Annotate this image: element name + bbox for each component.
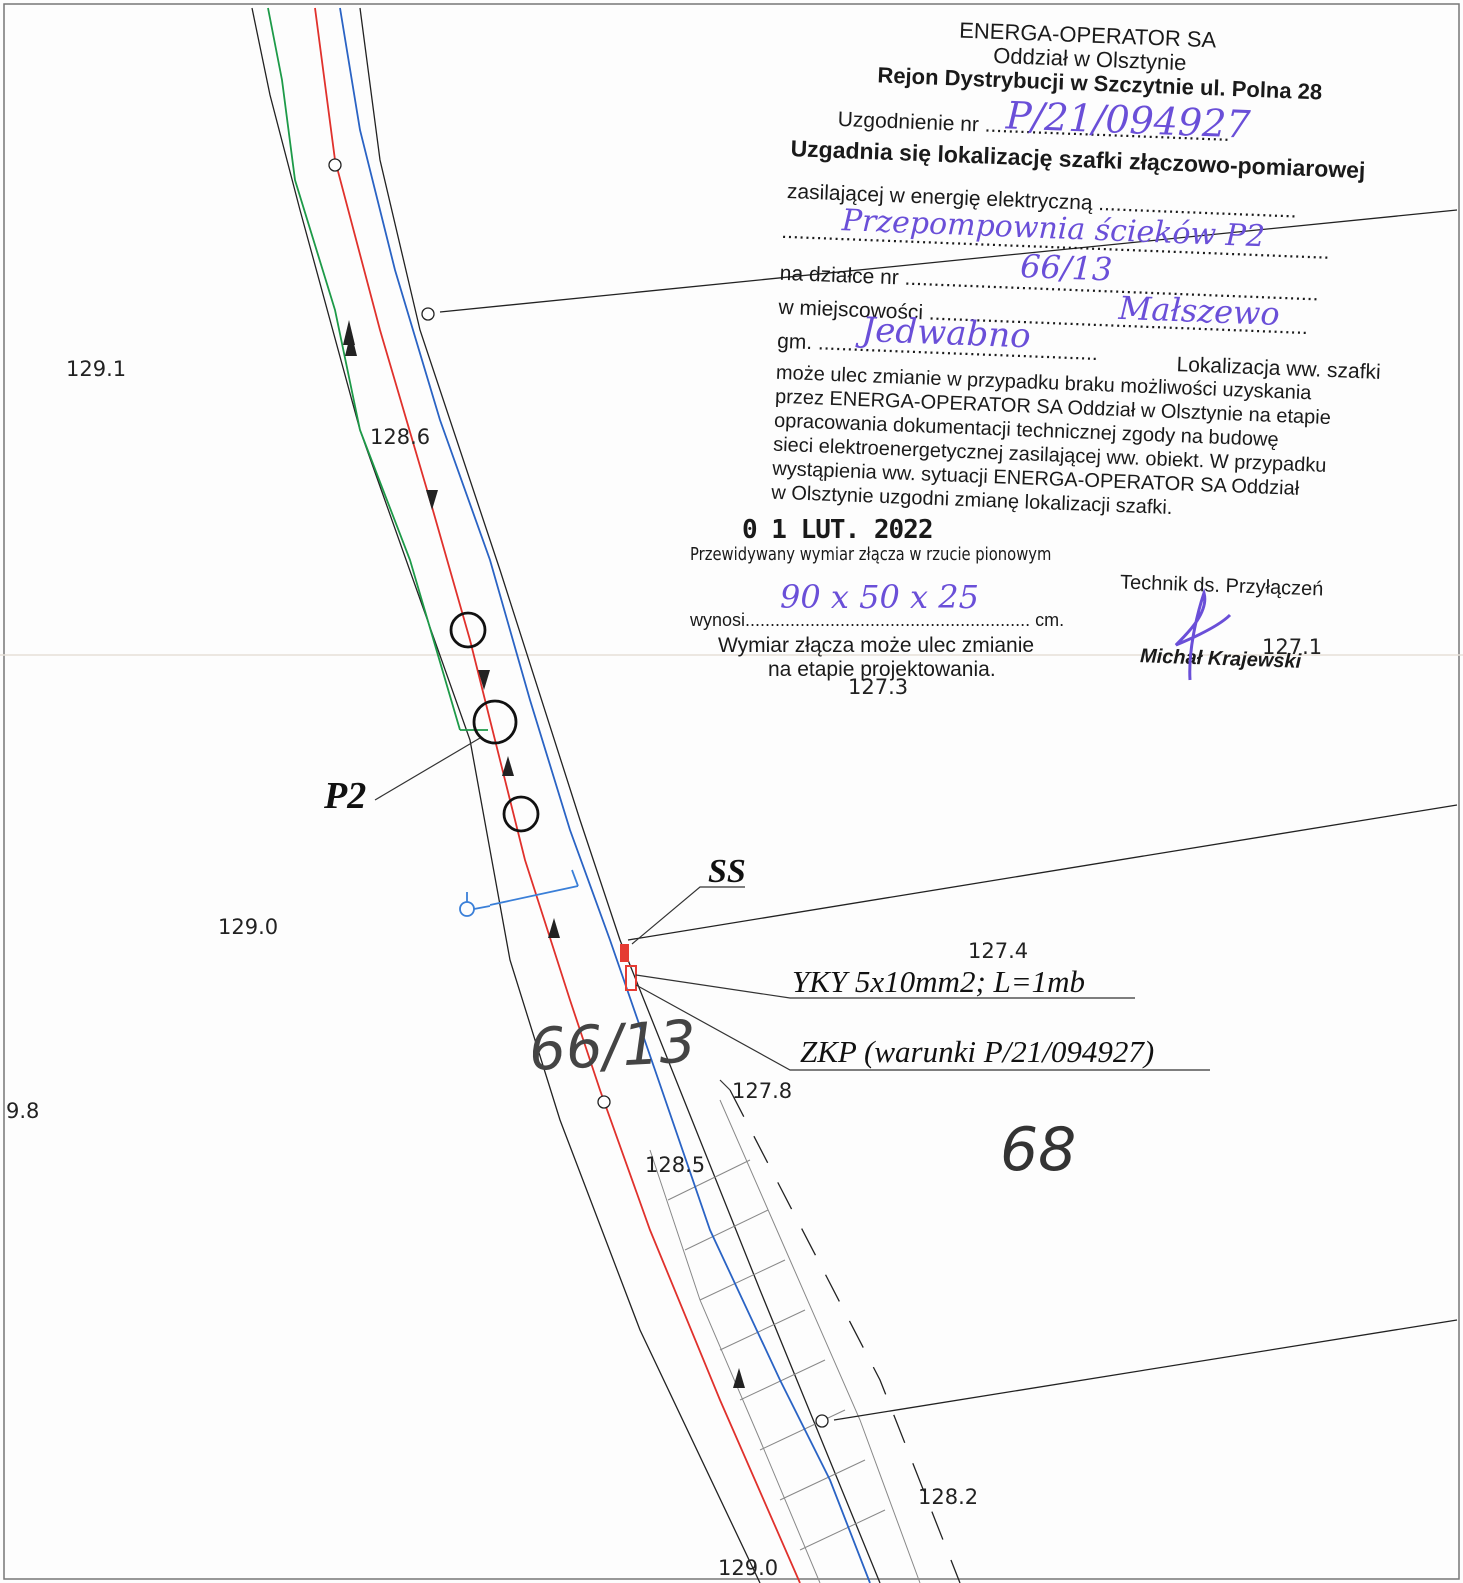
elevation-label: 129.0: [218, 915, 278, 939]
locality-value: Małszewo: [1118, 288, 1281, 334]
elevation-label: 127.3: [848, 675, 908, 699]
cable-leader: [635, 974, 1135, 999]
pole-icon: [597, 1095, 611, 1109]
hydrant-stem: [473, 905, 491, 910]
manhole-icon: [502, 795, 540, 833]
cabinet-ss-marker: [620, 944, 629, 962]
arrow-up-icon: [548, 918, 560, 938]
arrow-up-icon: [502, 756, 514, 776]
pump-station-p2-icon: [472, 699, 518, 745]
parcel-boundary: [833, 1319, 1458, 1421]
date-stamp: 0 1 LUT. 2022: [742, 515, 933, 545]
elevation-label: 9.8: [6, 1099, 39, 1123]
elevation-label: 128.5: [645, 1153, 705, 1177]
agree-line: Uzgadnia się lokalizację szafki złączowo…: [790, 135, 1366, 184]
parcel-value: 66/13: [1019, 247, 1114, 289]
elevation-label: 127.4: [968, 939, 1028, 963]
red-power-line: [314, 7, 801, 1583]
road-edge-east: [359, 7, 881, 1583]
arrow-up-icon: [345, 332, 357, 356]
elevation-label: 129.0: [718, 1556, 778, 1580]
elevation-label: 127.1: [1262, 635, 1322, 659]
green-utility-line: [267, 7, 461, 731]
dashed-boundary: [729, 1089, 961, 1583]
change-note-0: Wymiar złącza może ulec zmianie: [718, 634, 1035, 657]
predicted-size-label: Przewidywany wymiar złącza w rzucie pion…: [690, 544, 1052, 565]
ditch-hatching: [649, 1099, 921, 1583]
cabinet-zkp-marker: [625, 965, 637, 991]
pole-icon: [328, 158, 342, 172]
elevation-label: 129.1: [66, 357, 126, 381]
elevation-label: 128.2: [918, 1485, 978, 1509]
label-p2: P2: [323, 775, 366, 817]
sheet-border: [3, 3, 1460, 1580]
hydrant-branch: [571, 869, 579, 887]
elevation-label: 128.6: [370, 425, 430, 449]
wynosi-value: 90 x 50 x 25: [780, 578, 979, 616]
label-ss: SS: [708, 853, 746, 890]
manhole-icon: [449, 611, 487, 649]
pole-icon: [421, 307, 435, 321]
change-note-1: na etapie projektowania.: [768, 658, 996, 681]
hydrant-branch: [489, 885, 579, 906]
gm-value: Jedwabno: [860, 310, 1032, 357]
ss-leader: [631, 886, 745, 945]
road-edge-west: [251, 7, 761, 1583]
p2-leader: [374, 737, 481, 801]
arrow-down-icon: [426, 490, 438, 510]
arrow-up-icon: [733, 1368, 745, 1388]
hydrant-icon: [459, 901, 475, 917]
elevation-label: 127.8: [732, 1079, 792, 1103]
parcel-number-main: 66/13: [527, 1007, 697, 1084]
parcel-boundary: [627, 804, 1458, 941]
label-zkp: ZKP (warunki P/21/094927): [800, 1034, 1154, 1069]
signature-icon: [1174, 587, 1232, 681]
tick-mark: [719, 1079, 731, 1091]
pole-icon: [815, 1414, 829, 1428]
zkp-leader: [635, 984, 1210, 1071]
arrow-down-icon: [478, 670, 490, 690]
label-cable: YKY 5x10mm2; L=1mb: [792, 964, 1085, 999]
parcel-boundary: [439, 209, 1458, 313]
parcel-number-neighbor: 68: [1000, 1115, 1076, 1185]
blue-water-line: [339, 7, 871, 1583]
wynosi-row: wynosi..................................…: [690, 610, 1065, 630]
agreement-number: P/21/094927: [1005, 93, 1252, 147]
